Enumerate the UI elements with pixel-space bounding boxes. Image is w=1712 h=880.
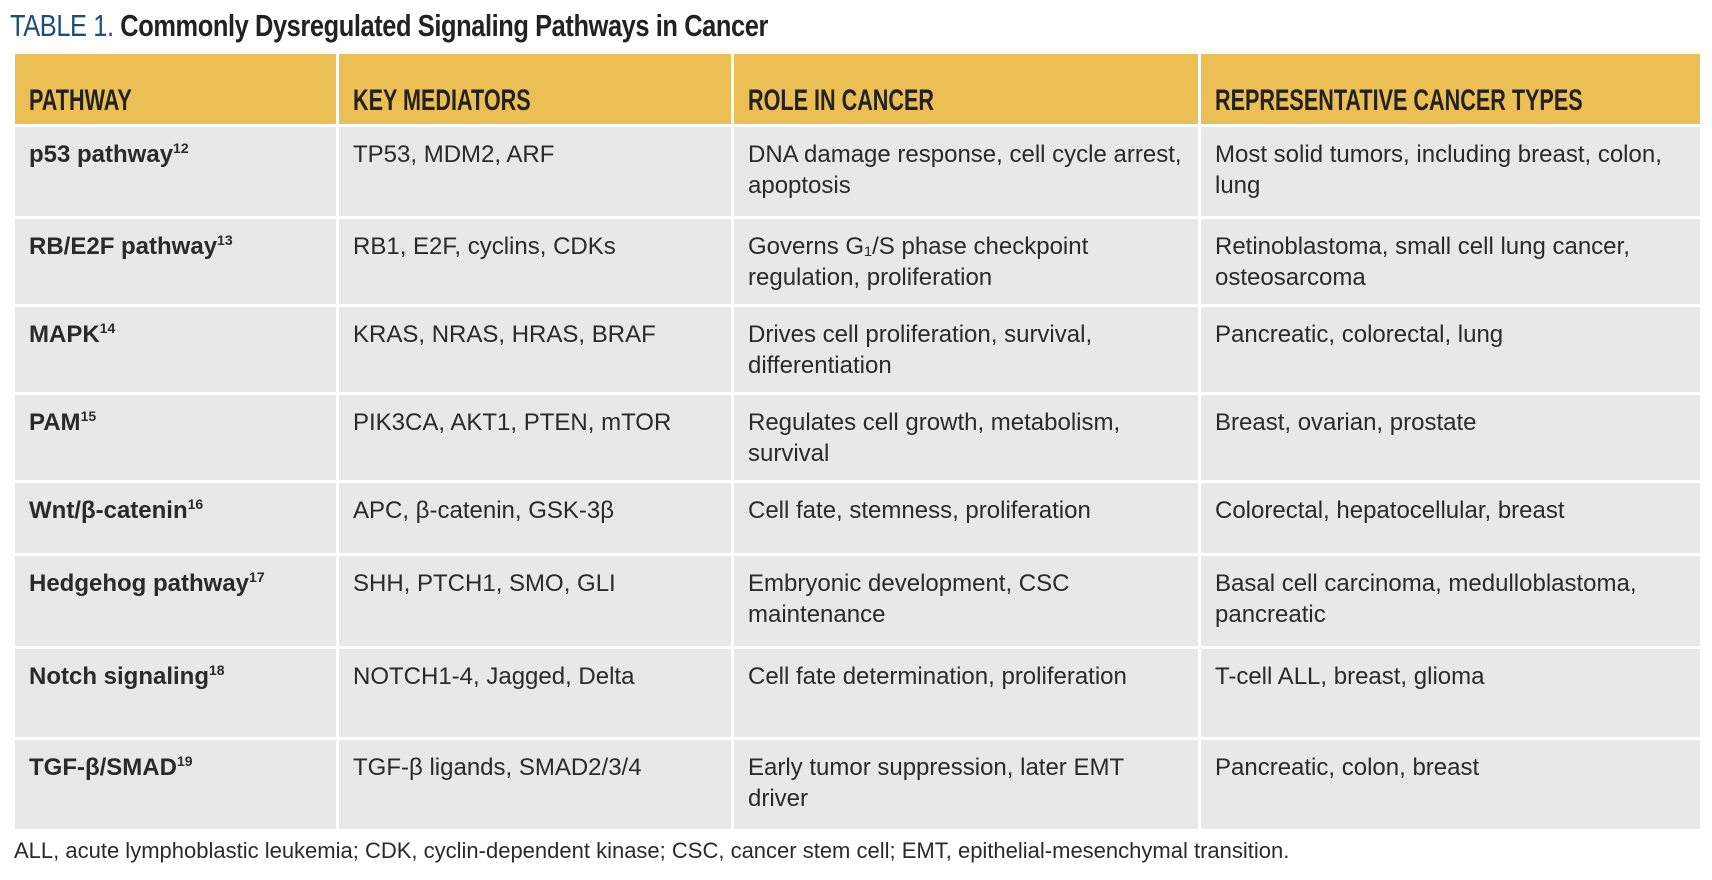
cancer-types-cell: Basal cell carcinoma, medulloblastoma, p… [1198, 553, 1703, 649]
table-label: TABLE 1. [10, 8, 114, 43]
reference-number: 15 [80, 408, 97, 424]
pathway-cell: p53 pathway12 [12, 124, 339, 219]
reference-number: 17 [249, 569, 265, 585]
table-row: TGF-β/SMAD19 TGF-β ligands, SMAD2/3/4 Ea… [12, 737, 1703, 832]
mediators-cell: TP53, MDM2, ARF [336, 124, 734, 219]
column-header-label: REPRESENTATIVE CANCER TYPES [1215, 84, 1583, 117]
column-header: REPRESENTATIVE CANCER TYPES [1198, 51, 1703, 127]
table-row: Hedgehog pathway17 SHH, PTCH1, SMO, GLI … [12, 553, 1703, 649]
pathway-name: Notch signaling [29, 663, 209, 690]
cancer-types-cell: Breast, ovarian, prostate [1198, 392, 1703, 483]
table-row: RB/E2F pathway13 RB1, E2F, cyclins, CDKs… [12, 216, 1703, 307]
cancer-types-cell: T-cell ALL, breast, glioma [1198, 646, 1703, 740]
role-cell: Regulates cell growth, metabolism, survi… [731, 392, 1201, 483]
pathway-name: p53 pathway [29, 141, 174, 168]
pathway-name: PAM [29, 409, 81, 436]
reference-number: 14 [99, 320, 116, 336]
mediators-cell: SHH, PTCH1, SMO, GLI [336, 553, 734, 649]
table-row: MAPK14 KRAS, NRAS, HRAS, BRAF Drives cel… [12, 304, 1703, 395]
mediators-cell: KRAS, NRAS, HRAS, BRAF [336, 304, 734, 395]
header-row: PATHWAY KEY MEDIATORS ROLE IN CANCER REP… [12, 51, 1703, 127]
pathway-name: MAPK [29, 321, 100, 348]
cancer-types-cell: Pancreatic, colorectal, lung [1198, 304, 1703, 395]
role-cell: Governs G₁/S phase checkpoint regulation… [731, 216, 1201, 307]
mediators-cell: PIK3CA, AKT1, PTEN, mTOR [336, 392, 734, 483]
column-header-label: ROLE IN CANCER [748, 84, 935, 117]
table-row: PAM15 PIK3CA, AKT1, PTEN, mTOR Regulates… [12, 392, 1703, 483]
cancer-types-cell: Colorectal, hepatocellular, breast [1198, 480, 1703, 556]
role-cell: Cell fate, stemness, proliferation [731, 480, 1201, 556]
pathways-table: PATHWAY KEY MEDIATORS ROLE IN CANCER REP… [12, 51, 1703, 832]
pathway-cell: Notch signaling18 [12, 646, 339, 740]
footnote: ALL, acute lymphoblastic leukemia; CDK, … [14, 838, 1290, 863]
reference-number: 19 [176, 753, 193, 769]
reference-number: 13 [217, 232, 233, 248]
pathway-cell: Hedgehog pathway17 [12, 553, 339, 649]
pathway-cell: RB/E2F pathway13 [12, 216, 339, 307]
pathway-cell: TGF-β/SMAD19 [12, 737, 339, 832]
role-cell: Drives cell proliferation, survival, dif… [731, 304, 1201, 395]
table-row: Wnt/β-catenin16 APC, β-catenin, GSK-3β C… [12, 480, 1703, 556]
role-cell: DNA damage response, cell cycle arrest, … [731, 124, 1201, 219]
role-cell: Cell fate determination, proliferation [731, 646, 1201, 740]
reference-number: 12 [173, 140, 189, 156]
mediators-cell: NOTCH1-4, Jagged, Delta [336, 646, 734, 740]
mediators-cell: APC, β-catenin, GSK-3β [336, 480, 734, 556]
mediators-cell: TGF-β ligands, SMAD2/3/4 [336, 737, 734, 832]
cancer-types-cell: Retinoblastoma, small cell lung cancer, … [1198, 216, 1703, 307]
table-row: p53 pathway12 TP53, MDM2, ARF DNA damage… [12, 124, 1703, 219]
pathway-name: Hedgehog pathway [29, 570, 250, 597]
pathway-cell: PAM15 [12, 392, 339, 483]
column-header-label: KEY MEDIATORS [353, 84, 531, 117]
table-caption: Commonly Dysregulated Signaling Pathways… [120, 8, 768, 43]
pathway-name: RB/E2F pathway [29, 233, 218, 260]
table-row: Notch signaling18 NOTCH1-4, Jagged, Delt… [12, 646, 1703, 740]
pathway-cell: Wnt/β-catenin16 [12, 480, 339, 556]
pathway-name: TGF-β/SMAD [29, 754, 177, 781]
reference-number: 16 [187, 496, 204, 512]
column-header: ROLE IN CANCER [731, 51, 1201, 127]
cancer-types-cell: Most solid tumors, including breast, col… [1198, 124, 1703, 219]
pathway-name: Wnt/β-catenin [29, 497, 188, 524]
column-header: PATHWAY [12, 51, 339, 127]
column-header: KEY MEDIATORS [336, 51, 734, 127]
mediators-cell: RB1, E2F, cyclins, CDKs [336, 216, 734, 307]
reference-number: 18 [209, 662, 225, 678]
pathway-cell: MAPK14 [12, 304, 339, 395]
column-header-label: PATHWAY [29, 84, 132, 117]
cancer-types-cell: Pancreatic, colon, breast [1198, 737, 1703, 832]
table-title: TABLE 1. Commonly Dysregulated Signaling… [10, 8, 768, 44]
role-cell: Early tumor suppression, later EMT drive… [731, 737, 1201, 832]
role-cell: Embryonic development, CSC maintenance [731, 553, 1201, 649]
